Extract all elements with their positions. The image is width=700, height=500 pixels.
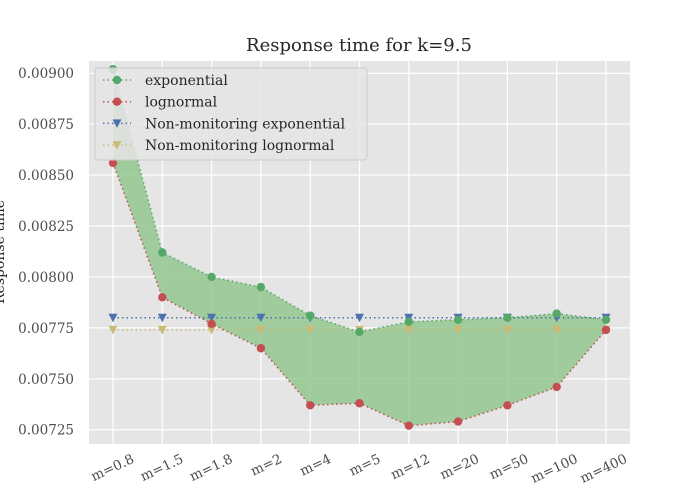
y-axis-label: Response time xyxy=(0,200,8,304)
legend-item-lognormal: lognormal xyxy=(103,95,218,111)
point-non-monitoring-lognormal-6 xyxy=(404,325,414,335)
point-non-monitoring-lognormal-3 xyxy=(256,325,266,335)
legend-label-lognormal: lognormal xyxy=(145,95,218,111)
fill-area xyxy=(113,69,606,426)
point-exponential-8 xyxy=(503,313,512,322)
legend-marker-non-monitoring-exponential xyxy=(112,119,122,128)
point-exponential-10 xyxy=(601,315,611,324)
series-lognormal xyxy=(108,158,611,430)
point-non-monitoring-exponential-0 xyxy=(108,313,118,323)
x-tick-label-5: m=5 xyxy=(347,451,383,479)
point-lognormal-0 xyxy=(108,158,118,168)
point-lognormal-1 xyxy=(158,293,167,302)
legend-item-exponential: exponential xyxy=(103,73,228,89)
y-tick-label-0: 0.00725 xyxy=(18,423,74,439)
x-tick-labels: m=0.8 m=1.5 m=1.8 m=2 m=4 m=5 m=12 m=20 m=50m=10… xyxy=(89,451,630,487)
point-non-monitoring-lognormal-2 xyxy=(207,325,217,335)
chart-title: Response time for k=9.5 xyxy=(246,35,472,56)
point-lognormal-6 xyxy=(404,421,413,430)
point-lognormal-2 xyxy=(207,319,216,329)
x-tick-label-4: m=4 xyxy=(297,451,333,479)
point-non-monitoring-exponential-3 xyxy=(256,313,266,323)
y-tick-label-3: 0.00800 xyxy=(18,270,74,286)
point-lognormal-10 xyxy=(601,325,611,335)
legend-item-non-monitoring-exponential: Non-monitoring exponential xyxy=(103,116,346,132)
legend-label-non-monitoring-lognormal: Non-monitoring lognormal xyxy=(145,138,335,154)
point-lognormal-4 xyxy=(306,401,315,410)
x-tick-label-0: m=0.8 xyxy=(89,451,137,485)
x-tick-label-9: m=100 xyxy=(528,451,580,487)
point-lognormal-3 xyxy=(256,344,266,353)
y-tick-label-1: 0.00750 xyxy=(18,372,74,388)
point-non-monitoring-lognormal-0 xyxy=(108,325,118,335)
point-lognormal-5 xyxy=(355,399,364,408)
x-tick-label-7: m=20 xyxy=(438,451,482,483)
point-non-monitoring-lognormal-7 xyxy=(453,325,463,335)
y-tick-label-7: 0.00900 xyxy=(18,66,74,82)
point-exponential-2 xyxy=(207,272,216,282)
point-exponential-6 xyxy=(404,317,413,326)
point-lognormal-8 xyxy=(503,401,512,410)
x-tick-label-10: m=400 xyxy=(578,451,630,487)
point-non-monitoring-exponential-2 xyxy=(207,313,217,323)
fill-between-area xyxy=(113,69,606,426)
point-lognormal-9 xyxy=(552,382,561,392)
legend: exponential lognormal Non-monitoring expon… xyxy=(94,67,368,161)
point-exponential-4 xyxy=(306,311,315,320)
legend-marker-lognormal xyxy=(112,97,122,106)
y-tick-label-5: 0.00850 xyxy=(18,168,74,184)
point-non-monitoring-exponential-1 xyxy=(157,313,167,323)
legend-marker-exponential xyxy=(112,75,122,85)
point-exponential-9 xyxy=(552,309,561,318)
y-tick-label-6: 0.00875 xyxy=(18,117,74,133)
point-exponential-1 xyxy=(158,248,167,257)
point-exponential-3 xyxy=(256,282,266,292)
x-tick-label-8: m=50 xyxy=(487,451,531,483)
y-tick-label-4: 0.00825 xyxy=(18,219,74,235)
point-non-monitoring-lognormal-8 xyxy=(502,325,512,335)
legend-label-exponential: exponential xyxy=(145,73,228,89)
y-tick-labels: 0.00725 0.00750 0.00775 0.00800 0.00825 0.008… xyxy=(18,66,74,439)
x-tick-label-3: m=2 xyxy=(248,451,284,479)
point-lognormal-7 xyxy=(453,417,463,426)
legend-label-non-monitoring-exponential: Non-monitoring exponential xyxy=(145,116,346,132)
y-tick-label-2: 0.00775 xyxy=(18,321,74,337)
point-exponential-5 xyxy=(355,327,364,337)
point-non-monitoring-exponential-5 xyxy=(355,313,364,323)
point-non-monitoring-lognormal-9 xyxy=(552,325,562,335)
legend-marker-non-monitoring-lognormal xyxy=(112,141,122,150)
legend-item-non-monitoring-lognormal: Non-monitoring lognormal xyxy=(103,138,335,154)
legend-box xyxy=(94,67,368,161)
x-tick-label-6: m=12 xyxy=(388,451,432,483)
x-tick-label-1: m=1.5 xyxy=(138,451,186,485)
x-tick-label-2: m=1.8 xyxy=(187,451,235,485)
point-non-monitoring-lognormal-1 xyxy=(157,325,167,335)
point-non-monitoring-lognormal-4 xyxy=(305,325,315,335)
point-exponential-7 xyxy=(453,315,463,324)
